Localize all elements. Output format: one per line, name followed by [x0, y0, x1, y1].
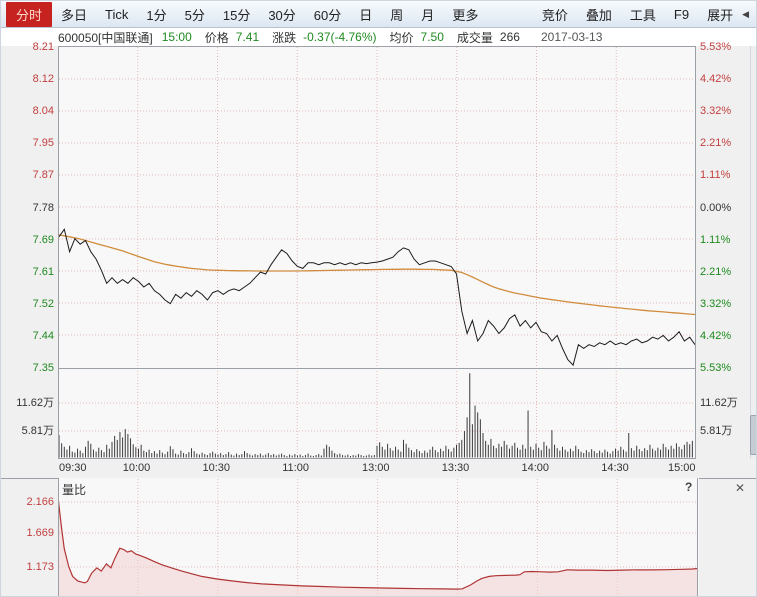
right-scrollbar-thumb[interactable]	[750, 415, 756, 455]
volume-axis-label-right: 11.62万	[700, 397, 738, 409]
tool-button-3[interactable]: F9	[673, 6, 690, 22]
time-axis-label: 10:30	[202, 462, 231, 474]
price-axis-label: 7.52	[32, 297, 54, 310]
stock-symbol[interactable]: 600050[中国联通]	[58, 30, 153, 45]
quote-time: 15:00	[161, 30, 192, 44]
liangbi-axis-label: 1.669	[26, 527, 54, 539]
tool-button-1[interactable]: 叠加	[585, 7, 612, 23]
price-axis-label: 7.44	[32, 329, 54, 342]
volume-value: 266	[499, 30, 520, 44]
volume-axis-label-left: 11.62万	[16, 397, 54, 409]
liangbi-title[interactable]: 量比	[62, 483, 87, 497]
tool-buttons: 竞价 叠加 工具 F9 展开	[533, 2, 742, 27]
period-tab-8[interactable]: 日	[359, 7, 373, 23]
pct-axis-label: 4.42%	[700, 329, 732, 342]
period-tab-2[interactable]: Tick	[105, 6, 129, 22]
tool-button-4[interactable]: 展开	[707, 7, 734, 23]
period-tab-4[interactable]: 5分	[184, 7, 205, 23]
time-axis-label: 13:00	[362, 462, 390, 474]
price-axis-label: 7.95	[32, 137, 54, 150]
price-axis-label: 8.21	[32, 41, 54, 53]
volume-axis-label-left: 5.81万	[21, 425, 54, 437]
period-tab-3[interactable]: 1分	[146, 7, 167, 23]
volume-axis-label-right: 5.81万	[700, 425, 733, 437]
price-axis-label: 8.12	[32, 73, 54, 86]
pct-axis-label: 3.32%	[700, 105, 732, 118]
change-label: 涨跌	[272, 30, 297, 45]
pct-axis-label: 1.11%	[700, 169, 731, 182]
time-axis-label: 11:00	[282, 462, 309, 474]
close-icon[interactable]: ✕	[735, 481, 746, 495]
right-scrollbar-track[interactable]	[750, 46, 756, 459]
price-axis-label: 7.61	[32, 265, 54, 278]
liangbi-axis-label: 2.166	[26, 496, 54, 508]
quote-info-bar: 600050[中国联通] 15:00 价格 7.41 涨跌 -0.37(-4.7…	[1, 28, 756, 46]
period-tab-9[interactable]: 周	[390, 7, 404, 23]
tool-button-0[interactable]: 竞价	[541, 7, 568, 23]
time-axis-label: 10:00	[122, 462, 151, 474]
pct-axis-label: 1.11%	[700, 233, 731, 246]
volume-label: 成交量	[456, 30, 493, 45]
liangbi-axis-label: 1.173	[26, 561, 54, 573]
time-axis-label: 13:30	[441, 462, 470, 474]
change-value: -0.37(-4.76%)	[303, 30, 377, 44]
price-axis-label: 7.69	[32, 233, 54, 246]
pct-axis-label: 4.42%	[700, 73, 732, 86]
pct-axis-label: 3.32%	[700, 297, 732, 310]
price-axis-label: 7.78	[32, 201, 54, 214]
pct-axis-label: 5.53%	[700, 41, 732, 53]
help-icon[interactable]: ?	[685, 480, 693, 494]
price-label: 价格	[204, 30, 229, 45]
collapse-arrow-icon[interactable]: ◀	[742, 8, 749, 19]
price-value: 7.41	[235, 30, 260, 44]
period-tab-10[interactable]: 月	[421, 7, 435, 23]
pct-axis-label: 2.21%	[700, 137, 732, 150]
period-tab-5[interactable]: 15分	[222, 7, 251, 23]
period-tabs: 分时 多日 Tick 1分 5分 15分 30分 60分 日 周 月 更多	[1, 1, 487, 27]
pct-axis-label: 5.53%	[700, 362, 732, 374]
pct-axis-label: 0.00%	[700, 201, 732, 214]
period-toolbar: 分时 多日 Tick 1分 5分 15分 30分 60分 日 周 月 更多 竞价 叠加 工具 F9 展开 ◀	[1, 1, 756, 28]
price-axis-label: 7.87	[32, 169, 54, 182]
period-tab-1[interactable]: 多日	[61, 7, 88, 23]
period-tab-7[interactable]: 60分	[313, 7, 342, 23]
avg-price-value: 7.50	[420, 30, 444, 44]
price-axis-label: 7.35	[32, 362, 54, 374]
period-tab-11[interactable]: 更多	[452, 7, 479, 23]
time-axis-label: 09:30	[59, 462, 87, 474]
intraday-price-volume-chart[interactable]	[58, 46, 696, 459]
period-tab-6[interactable]: 30分	[268, 7, 296, 23]
avg-price-label: 均价	[389, 30, 414, 45]
tool-button-2[interactable]: 工具	[629, 7, 656, 23]
liangbi-indicator-chart[interactable]	[58, 478, 699, 597]
time-axis-label: 14:00	[521, 462, 550, 474]
time-axis-label: 14:30	[601, 462, 629, 474]
pct-axis-label: 2.21%	[700, 265, 732, 278]
toolbar-right-group: 竞价 叠加 工具 F9 展开 ◀	[533, 2, 756, 27]
price-axis-label: 8.04	[32, 105, 54, 118]
trade-date: 2017-03-13	[541, 30, 603, 44]
period-tab-0[interactable]: 分时	[6, 1, 53, 27]
time-axis-label: 15:00	[668, 462, 696, 474]
